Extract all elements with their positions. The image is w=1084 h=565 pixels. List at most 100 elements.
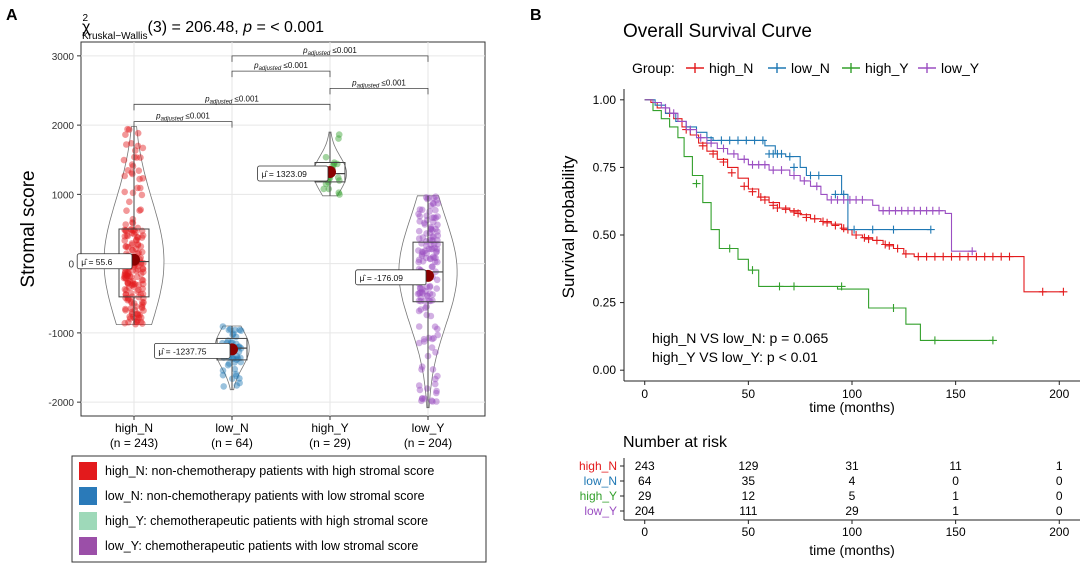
data-point: [130, 230, 138, 238]
padj-value: ≤0.001: [330, 46, 357, 55]
data-point: [417, 294, 425, 301]
panel-a: A χ2 Kruskal−Wallis(3) = 206.48, p = < 0.…: [6, 7, 487, 563]
risk-table-title: Number at risk: [623, 434, 728, 451]
data-point: [237, 358, 244, 366]
stat-chi: χ: [82, 19, 91, 36]
censor-mark: [709, 149, 718, 158]
censor-mark: [947, 252, 956, 261]
data-point: [131, 280, 139, 288]
censor-mark: [727, 168, 736, 177]
legend-text-low_Y: low_Y: chemotherapeutic patients with lo…: [105, 539, 418, 553]
data-point: [139, 268, 147, 276]
data-point: [426, 255, 434, 262]
censor-mark: [823, 218, 832, 227]
data-point: [132, 303, 140, 310]
violin-group-high_N: μ̂ = 55.6: [76, 125, 165, 328]
censor-mark: [831, 221, 840, 230]
censor-mark: [930, 252, 939, 261]
data-point: [121, 273, 128, 280]
survival-line-low_N: [644, 99, 931, 231]
survival-axes: 0.00 0.25 0.50 0.75 1.00 0 50 100 150 200: [593, 89, 1080, 401]
risk-cell: 29: [638, 489, 652, 503]
survival-legend-high_Y: high_Y: [842, 60, 909, 76]
data-point: [429, 226, 436, 234]
padj-p: p: [302, 46, 308, 55]
data-point: [418, 240, 425, 247]
data-point: [122, 243, 129, 250]
data-point: [121, 237, 128, 244]
risk-cell: 64: [638, 474, 652, 488]
legend-label-low_N: low_N: [791, 60, 830, 76]
y-tick-label: 0.00: [593, 363, 617, 377]
data-point: [431, 258, 439, 266]
data-point: [124, 280, 132, 287]
data-point: [125, 126, 133, 133]
censor-mark: [696, 133, 705, 142]
padj-sub: adjusted: [357, 83, 380, 89]
x-tick-label: 50: [742, 387, 756, 401]
risk-cell: 11: [949, 459, 962, 473]
data-point: [335, 135, 342, 142]
data-point: [133, 236, 140, 244]
mean-label-high_N: μ̂ = 55.6: [81, 257, 112, 267]
data-point: [131, 315, 138, 322]
data-point: [420, 338, 428, 345]
x-tick-n-high_Y: (n = 29): [309, 436, 351, 450]
violin-group-low_Y: μ̂ = -176.09: [355, 193, 458, 409]
risk-cell: 243: [635, 459, 655, 473]
data-point: [122, 291, 130, 299]
data-point: [133, 318, 140, 326]
violin-y-axis: -2000 -1000 0 1000 2000 3000: [48, 52, 81, 409]
comparison-high_Y-low_Y: padjusted ≤0.001: [329, 78, 429, 95]
survival-curve-high_Y: [644, 99, 997, 345]
data-point: [432, 349, 439, 356]
data-point: [433, 285, 441, 292]
data-point: [123, 232, 131, 239]
data-point: [320, 185, 328, 193]
data-point: [427, 255, 434, 263]
data-point: [418, 251, 426, 258]
data-point: [428, 397, 436, 405]
data-point: [430, 200, 437, 208]
padj-p: p: [155, 112, 161, 121]
risk-cell: 4: [849, 474, 856, 488]
survival-legend: high_N low_N high_Y low_Y: [686, 60, 980, 76]
x-tick-label: 100: [842, 387, 862, 401]
data-point: [126, 278, 134, 285]
data-point: [128, 240, 136, 247]
data-point: [434, 258, 441, 266]
data-point: [134, 224, 142, 232]
data-point: [126, 198, 133, 206]
data-point: [425, 334, 433, 342]
censor-mark: [790, 282, 798, 291]
data-point: [432, 206, 439, 214]
censor-mark: [901, 249, 910, 258]
y-tick-label: 2000: [52, 121, 75, 132]
data-point: [335, 131, 343, 138]
censor-mark: [794, 209, 803, 218]
data-point: [431, 380, 439, 388]
data-point: [123, 286, 130, 294]
legend-label-high_Y: high_Y: [865, 60, 909, 76]
data-point: [137, 291, 145, 298]
data-point: [434, 200, 442, 207]
censor-mark: [858, 195, 867, 204]
data-point: [122, 305, 129, 313]
data-point: [122, 268, 129, 276]
data-point: [233, 372, 240, 380]
legend-swatch-high_N: [79, 462, 97, 480]
pvalue-annotation-1: high_N VS low_N: p = 0.065: [652, 330, 828, 346]
censor-mark: [935, 206, 944, 215]
data-point: [135, 281, 142, 289]
y-tick-label: 0: [68, 260, 74, 271]
data-point: [225, 360, 233, 367]
data-point: [136, 311, 143, 319]
y-tick-label: 3000: [52, 52, 75, 63]
data-point: [418, 288, 426, 296]
risk-cell: 1: [1056, 459, 1063, 473]
censor-mark: [769, 166, 778, 175]
data-point: [138, 248, 146, 256]
data-point: [124, 270, 132, 278]
censor-mark: [812, 182, 821, 191]
